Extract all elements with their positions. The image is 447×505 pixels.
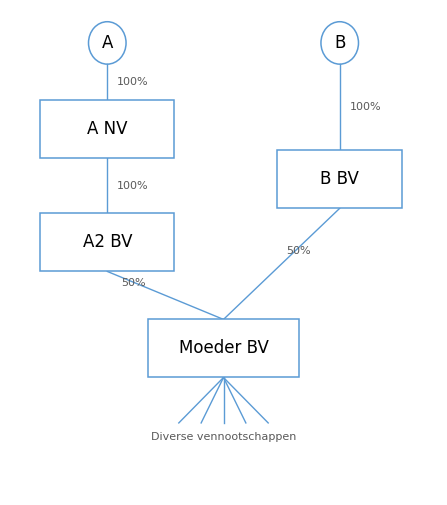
- Text: A2 BV: A2 BV: [83, 233, 132, 251]
- Text: A: A: [101, 34, 113, 52]
- Text: Moeder BV: Moeder BV: [178, 339, 269, 358]
- Text: 50%: 50%: [121, 278, 145, 288]
- Text: B BV: B BV: [320, 170, 359, 188]
- Text: 100%: 100%: [117, 181, 149, 190]
- Text: 50%: 50%: [286, 246, 311, 256]
- FancyBboxPatch shape: [148, 320, 299, 378]
- FancyBboxPatch shape: [40, 100, 174, 158]
- Text: A NV: A NV: [87, 120, 127, 138]
- Text: 100%: 100%: [350, 102, 381, 112]
- Text: 100%: 100%: [117, 77, 149, 87]
- FancyBboxPatch shape: [277, 150, 402, 208]
- FancyBboxPatch shape: [40, 213, 174, 272]
- Text: B: B: [334, 34, 346, 52]
- Text: Diverse vennootschappen: Diverse vennootschappen: [151, 432, 296, 442]
